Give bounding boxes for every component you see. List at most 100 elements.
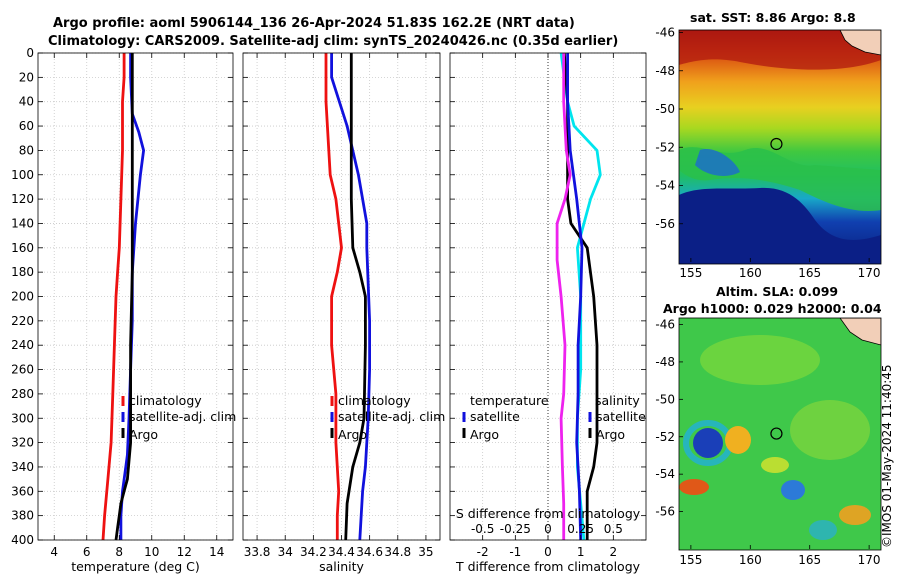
- legend-label-argo: Argo: [129, 427, 158, 442]
- x-tick-label: 34.4: [328, 545, 355, 559]
- x-axis-label: T difference from climatology: [455, 559, 641, 574]
- map-y-tick-label: -50: [655, 392, 675, 406]
- map-x-tick-label: 160: [739, 266, 762, 280]
- top-tick-label: 0.25: [567, 522, 594, 536]
- top-axis-label: S difference from climatology: [456, 506, 641, 521]
- title-line-2: Climatology: CARS2009. Satellite-adj cli…: [48, 34, 618, 49]
- x-tick-label: 14: [209, 545, 224, 559]
- legend-title-temperature: temperature: [470, 393, 549, 408]
- series-satellite-adj-clim: [330, 53, 372, 541]
- y-tick-label: 60: [19, 119, 34, 133]
- series-climatology: [101, 53, 126, 541]
- sst-cold-eddy: [695, 149, 740, 176]
- legend-title-salinity: salinity: [595, 393, 640, 408]
- map-y-tick-label: -56: [655, 505, 675, 519]
- series-argo: [344, 53, 367, 541]
- x-tick-label: 35: [418, 545, 433, 559]
- legend-label-climatology: climatology: [338, 393, 411, 408]
- y-tick-label: 320: [11, 436, 34, 450]
- y-tick-label: 140: [11, 216, 34, 230]
- sst-profile-marker: [770, 137, 783, 151]
- y-tick-label: 340: [11, 460, 34, 474]
- x-tick-label: 34.8: [384, 545, 411, 559]
- sla-map: Altim. SLA: 0.099 Argo h1000: 0.029 h200…: [655, 284, 881, 567]
- sla-map-frame: [678, 317, 882, 551]
- map-x-tick-label: 155: [679, 553, 702, 567]
- sla-land: [839, 318, 881, 346]
- x-tick-label: -1: [509, 545, 521, 559]
- top-tick-label: 0: [544, 522, 552, 536]
- sst-map-title: sat. SST: 8.86 Argo: 8.8: [690, 10, 856, 25]
- sla-blob: [761, 457, 789, 473]
- sla-low-eddy: [693, 428, 723, 458]
- map-x-tick-label: 160: [739, 553, 762, 567]
- y-tick-label: 200: [11, 290, 34, 304]
- legend-label-sal-satellite: satellite: [596, 409, 646, 424]
- sla-low-eddy: [809, 520, 837, 540]
- legend-label-argo: Argo: [338, 427, 367, 442]
- series-salinity-argo: [555, 53, 572, 540]
- y-tick-label: 220: [11, 314, 34, 328]
- y-tick-label: 260: [11, 363, 34, 377]
- map-x-tick-label: 165: [798, 266, 821, 280]
- map-y-tick-label: -56: [655, 217, 675, 231]
- map-y-tick-label: -50: [655, 102, 675, 116]
- y-tick-label: 280: [11, 387, 34, 401]
- x-tick-label: 34.2: [300, 545, 327, 559]
- x-tick-label: 34.6: [356, 545, 383, 559]
- y-tick-label: 160: [11, 241, 34, 255]
- temperature-legend: climatology satellite-adj. clim Argo: [121, 393, 236, 442]
- x-tick-label: 0: [544, 545, 552, 559]
- map-y-tick-label: -48: [655, 355, 675, 369]
- legend-label-temp-argo: Argo: [470, 427, 499, 442]
- legend-label-temp-satellite: satellite: [470, 409, 520, 424]
- y-tick-label: 20: [19, 70, 34, 84]
- imos-stamp: ©IMOS 01-May-2024 11:40:45: [880, 364, 894, 548]
- map-x-tick-label: 170: [858, 266, 881, 280]
- y-tick-label: 0: [26, 46, 34, 60]
- y-tick-label: 360: [11, 484, 34, 498]
- sla-map-title-2: Argo h1000: 0.029 h2000: 0.04: [663, 301, 882, 316]
- map-y-tick-label: -46: [655, 318, 675, 332]
- y-tick-label: 100: [11, 168, 34, 182]
- title-line-1: Argo profile: aoml 5906144_136 26-Apr-20…: [53, 16, 575, 31]
- difference-panel: -2 -1 0 1 2T difference from climatology S di…: [449, 52, 647, 574]
- legend-label-sal-argo: Argo: [596, 427, 625, 442]
- map-y-tick-label: -48: [655, 64, 675, 78]
- map-x-tick-label: 165: [798, 553, 821, 567]
- salinity-panel: 33.8 34 34.2 34.4 34.6 34.8 35 salinity: [242, 52, 441, 574]
- map-y-tick-label: -52: [655, 430, 675, 444]
- sla-blob: [790, 400, 870, 460]
- y-tick-label: 400: [11, 533, 34, 547]
- x-axis-label: temperature (deg C): [71, 559, 200, 574]
- x-tick-label: 10: [144, 545, 159, 559]
- x-tick-label: 4: [50, 545, 58, 559]
- sst-cold-water: [679, 187, 881, 264]
- y-tick-label: 240: [11, 338, 34, 352]
- y-tick-label: 120: [11, 192, 34, 206]
- temperature-panel: 4 6 8 10 12 140204060801001201401601802002202…: [11, 46, 234, 574]
- top-tick-label: -0.5: [471, 522, 494, 536]
- sst-warm-water: [679, 30, 881, 70]
- x-tick-label: 34: [278, 545, 293, 559]
- top-tick-label: 0.5: [604, 522, 623, 536]
- map-y-tick-label: -52: [655, 140, 675, 154]
- y-tick-label: 180: [11, 265, 34, 279]
- x-axis-label: salinity: [319, 559, 364, 574]
- x-tick-label: 33.8: [244, 545, 271, 559]
- sla-high-eddy: [679, 479, 709, 495]
- sla-map-ticks: 155 160 165 170 -46 -48 -50 -52 -54 -56: [655, 318, 880, 568]
- map-y-tick-label: -54: [655, 467, 675, 481]
- sla-profile-marker: [770, 427, 783, 440]
- series-argo: [114, 53, 134, 541]
- map-x-tick-label: 170: [858, 553, 881, 567]
- y-tick-label: 40: [19, 95, 34, 109]
- sla-high-eddy: [725, 426, 751, 454]
- y-tick-label: 300: [11, 411, 34, 425]
- series-climatology: [324, 53, 343, 540]
- series-salinity-satellite: [566, 53, 584, 541]
- y-tick-label: 380: [11, 509, 34, 523]
- legend-label-climatology: climatology: [129, 393, 202, 408]
- top-tick-label: -0.25: [500, 522, 531, 536]
